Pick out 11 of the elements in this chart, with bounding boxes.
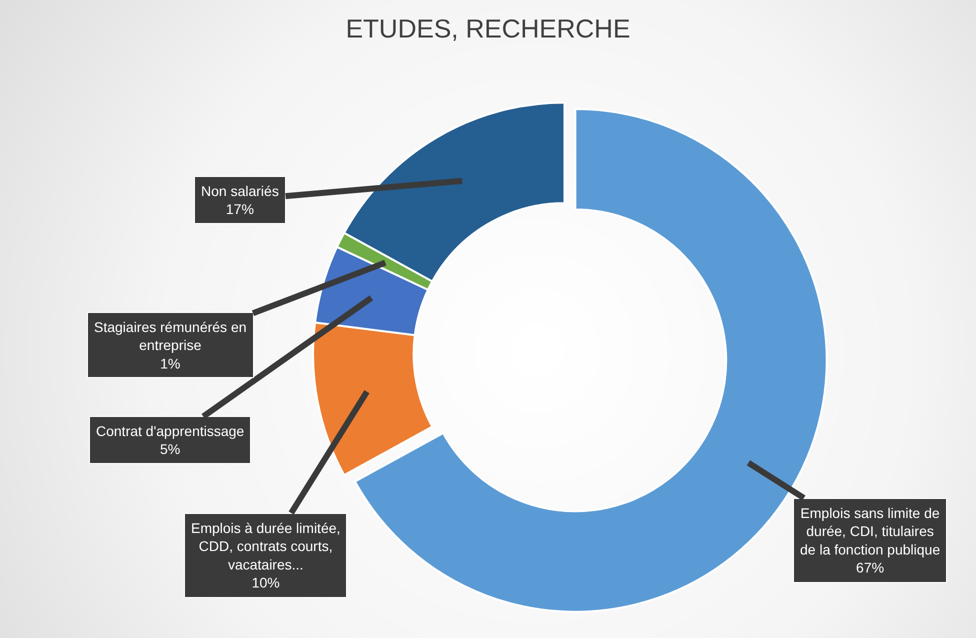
data-label: 17% xyxy=(226,201,254,218)
slice-label: Emplois à durée limitée, CDD, contrats courts, vacataires... xyxy=(191,520,340,572)
data-label: 67% xyxy=(856,560,884,576)
slice-label: Non salariés xyxy=(201,183,279,199)
slice-label: Contrat d'apprentissage xyxy=(96,423,244,439)
data-label: 1% xyxy=(160,355,180,372)
chart-title: ETUDES, RECHERCHE xyxy=(346,13,630,44)
slice-label: Emplois sans limite de durée, CDI, titulaires de la fonction publique xyxy=(800,505,940,558)
data-label: 10% xyxy=(252,574,280,591)
data-label: 5% xyxy=(160,441,180,458)
slice-label: Stagiaires rémunérés en entreprise xyxy=(94,319,247,354)
